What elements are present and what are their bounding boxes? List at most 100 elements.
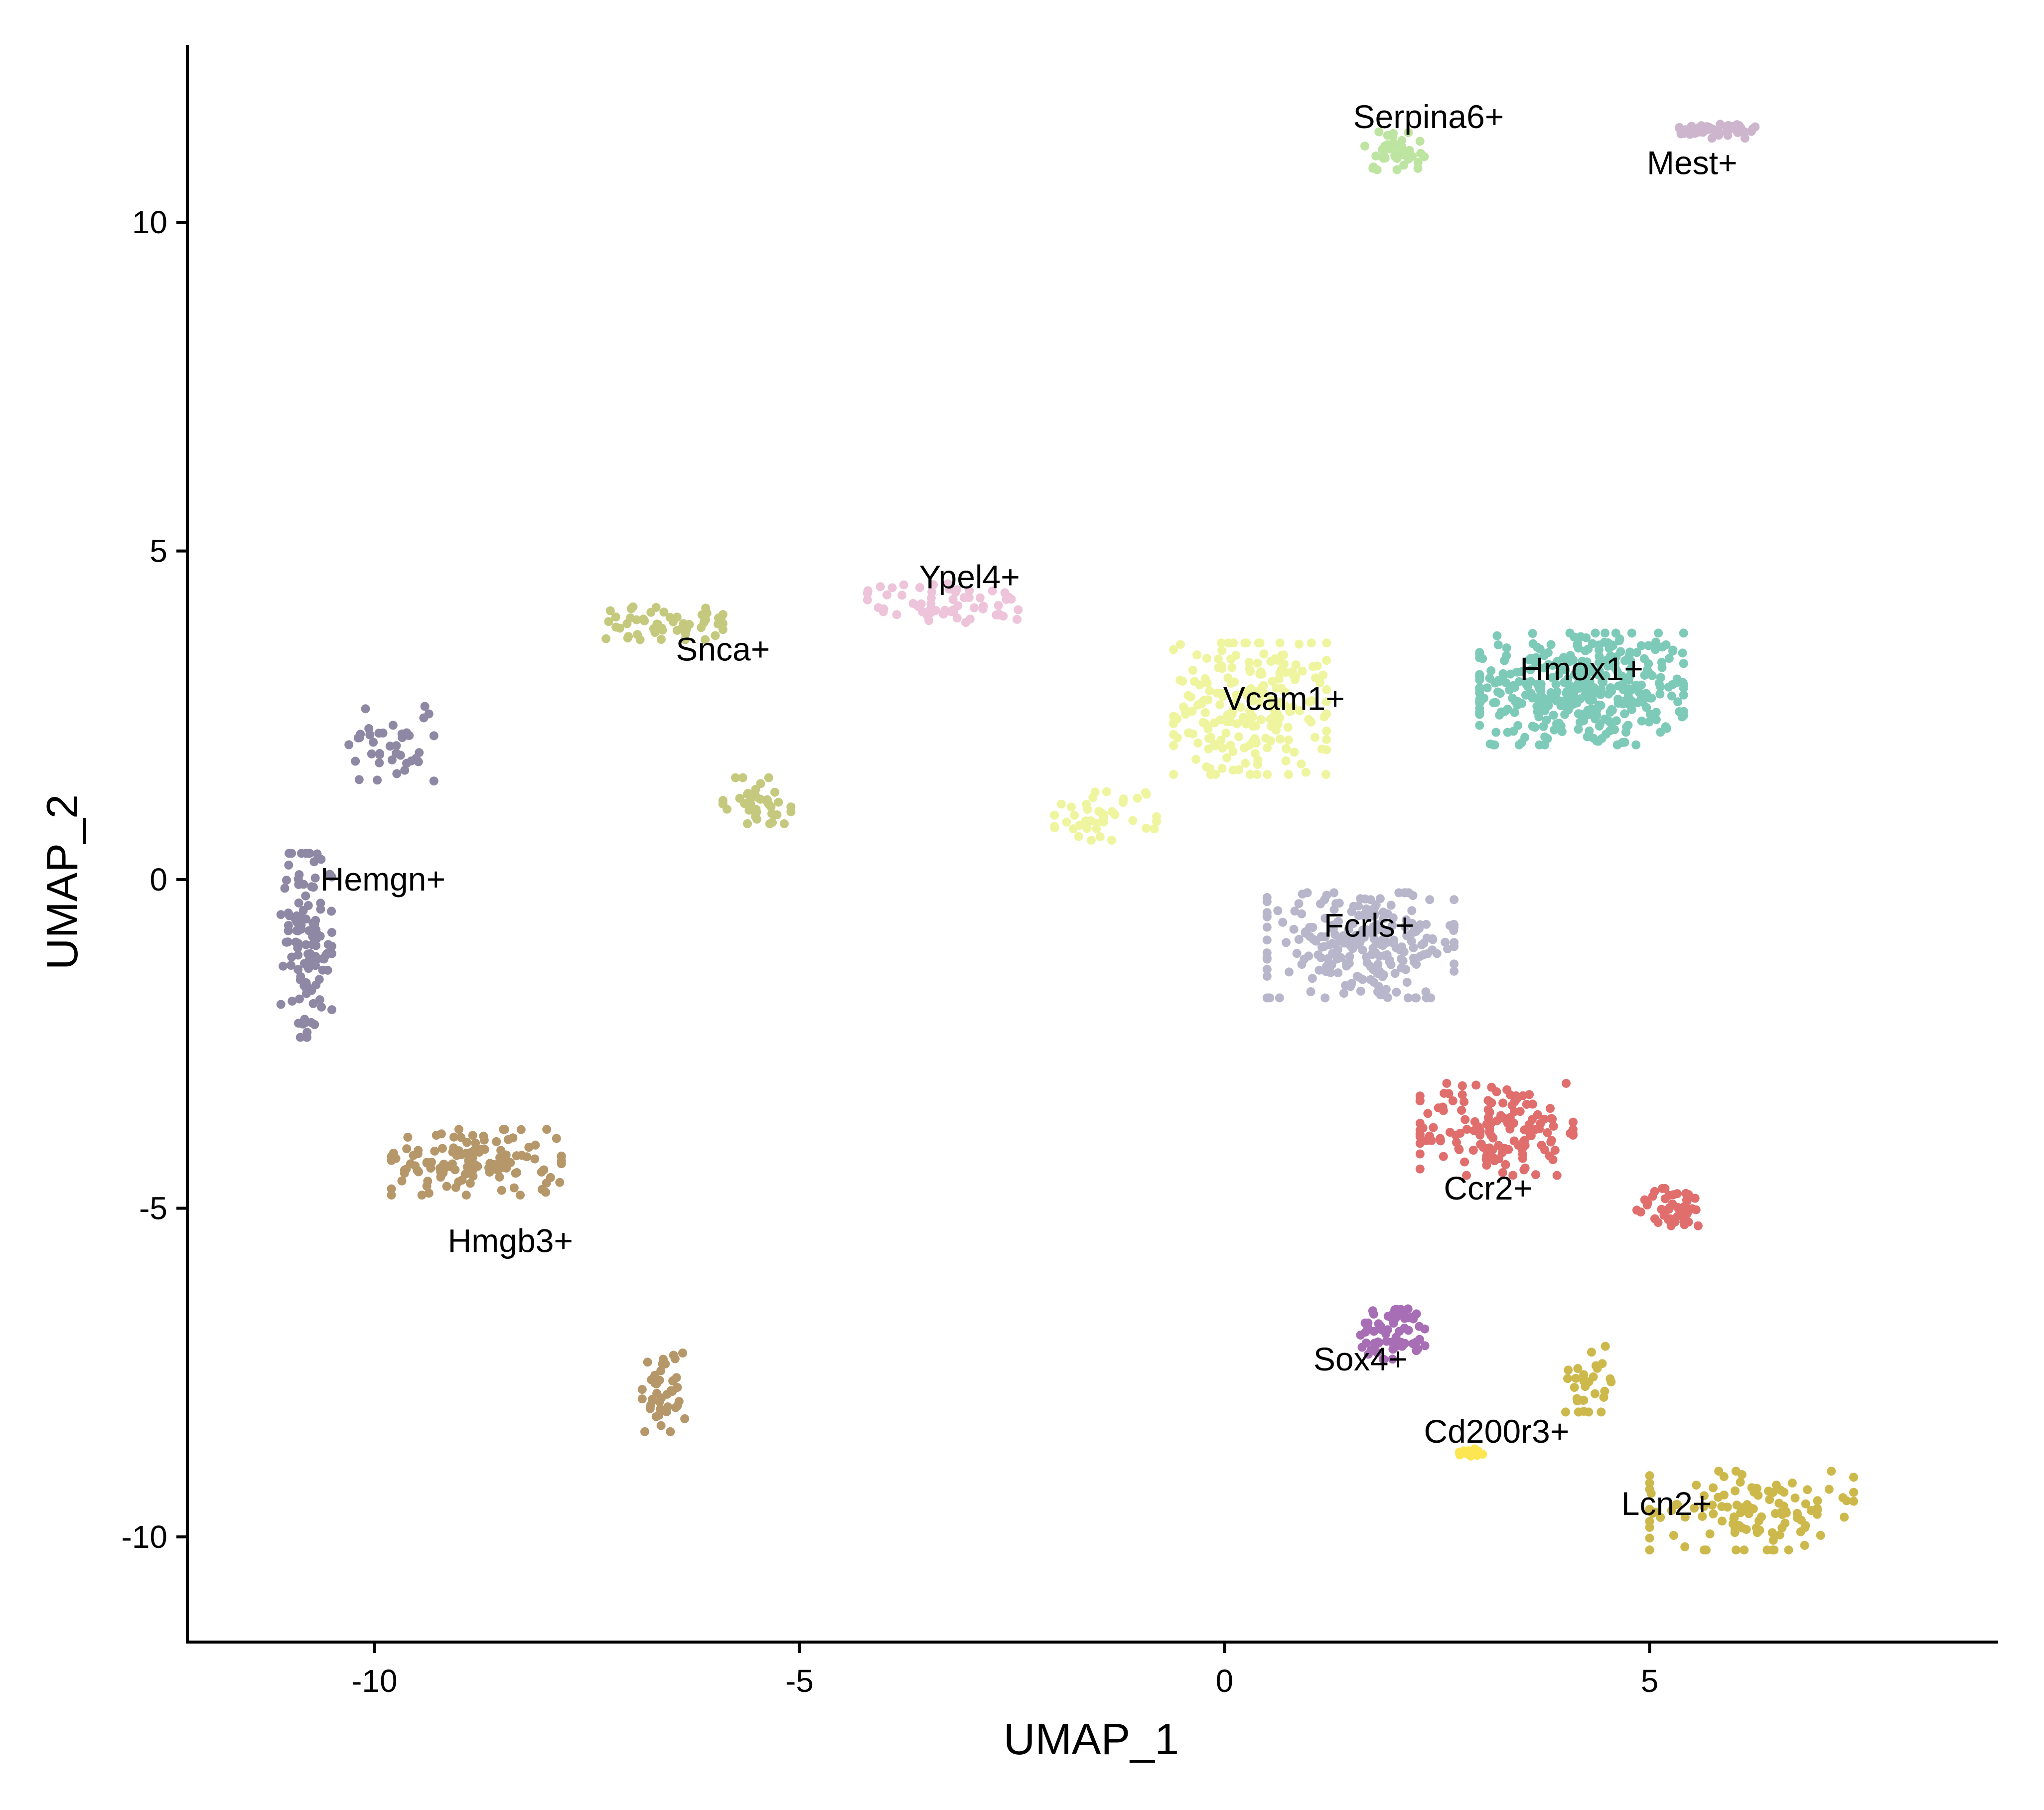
data-point [1767,1528,1777,1537]
data-point [1198,718,1208,727]
data-point [1188,729,1197,739]
data-point [1451,1130,1460,1140]
data-point [1217,664,1227,673]
data-point [1263,770,1272,779]
data-point [1600,637,1609,647]
data-point [1416,952,1425,961]
data-point [1666,1221,1676,1230]
data-point [1485,1127,1494,1137]
data-point [1528,693,1537,703]
data-point [461,1191,471,1200]
data-point [1253,658,1262,668]
data-point [1645,1471,1654,1481]
data-point [1242,638,1251,648]
data-point [1281,756,1291,765]
data-point [454,1125,463,1134]
data-point [465,1179,475,1188]
data-point [301,940,310,949]
data-point [417,1191,427,1200]
data-point [1275,638,1285,648]
data-point [1664,682,1673,692]
data-point [1590,1389,1600,1398]
data-point [1840,1512,1849,1522]
data-point [1240,743,1249,753]
data-point [1574,1407,1583,1417]
data-point [1374,1319,1383,1329]
data-point [1322,697,1331,707]
data-point [1622,722,1631,732]
data-point [1409,943,1418,952]
data-point [1229,699,1239,708]
data-point [1493,687,1502,697]
data-point [1540,1145,1549,1155]
data-point [1415,1149,1425,1159]
data-point [327,906,336,916]
data-point [1311,733,1319,742]
data-point [1360,142,1369,151]
data-point [516,1191,525,1200]
data-point [279,961,288,971]
data-point [367,749,376,758]
data-point [539,1165,549,1175]
data-point [1217,646,1227,655]
data-point [1498,1098,1508,1108]
data-point [1284,735,1293,745]
data-point [1679,690,1688,700]
data-point [1251,721,1261,731]
data-point [1526,1131,1536,1140]
data-point [456,1133,466,1142]
data-point [385,742,395,751]
data-point [1508,1171,1518,1180]
data-point [1383,1312,1393,1321]
data-point [1482,683,1492,693]
data-point [462,1138,471,1147]
data-point [1729,1512,1739,1521]
data-point [1487,1082,1496,1092]
data-point [1751,122,1760,132]
data-point [656,1421,666,1430]
data-point [1702,1545,1711,1555]
cluster-points-fcrls [1262,888,1459,1003]
data-point [1579,1395,1589,1405]
data-point [308,999,318,1008]
data-point [1231,651,1241,660]
data-point [411,1161,420,1171]
cluster-points-hemgn [276,702,438,1042]
data-point [1731,1467,1741,1476]
data-point [1587,1348,1596,1357]
data-point [1572,1394,1582,1403]
data-point [1102,787,1111,796]
data-point [605,606,615,615]
data-point [1222,753,1232,762]
data-point [1592,737,1602,746]
data-point [863,586,873,596]
data-point [960,593,969,603]
data-point [294,899,303,907]
data-point [1572,685,1581,694]
data-point [1297,759,1306,768]
data-point [449,1143,458,1153]
data-point [1722,122,1731,131]
data-point [1582,657,1592,667]
data-point [1357,1343,1367,1352]
data-point [1081,816,1090,826]
data-point [680,1414,690,1423]
data-point [669,1376,678,1385]
data-point [1371,151,1381,161]
data-point [1191,754,1201,764]
data-point [1598,1359,1607,1368]
data-point [1514,740,1524,750]
data-point [640,1427,649,1436]
data-point [1673,1500,1682,1509]
data-point [1290,748,1299,757]
data-point [1000,588,1010,598]
data-point [294,1019,303,1028]
data-point [541,1188,551,1197]
data-point [1781,1508,1791,1517]
data-point [397,729,407,739]
data-point [1420,1324,1430,1334]
data-point [1407,928,1417,938]
data-point [1728,122,1738,131]
data-point [288,996,297,1006]
data-point [716,613,726,623]
